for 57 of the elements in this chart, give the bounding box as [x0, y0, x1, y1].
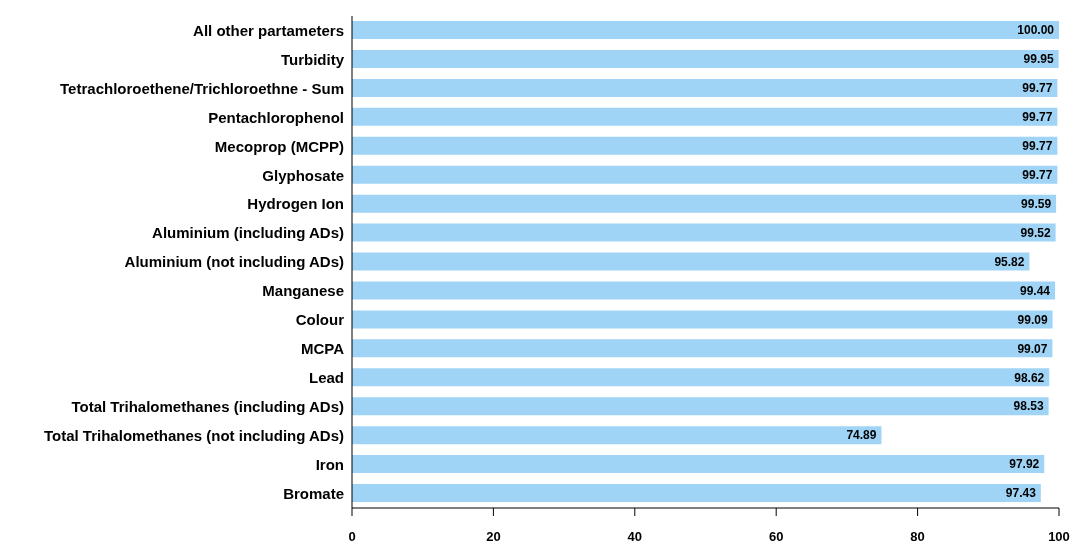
- y-tick-label: Manganese: [262, 282, 344, 300]
- bar: [352, 281, 1056, 300]
- x-tick-label: 0: [348, 529, 356, 545]
- y-tick-label: Lead: [308, 369, 344, 387]
- y-tick-label: Hydrogen Ion: [247, 195, 344, 213]
- x-tick-label: 80: [910, 529, 925, 545]
- bar: [352, 484, 1041, 503]
- data-label: 99.59: [1021, 196, 1052, 211]
- bar: [352, 339, 1053, 358]
- y-tick-label: Colour: [295, 311, 345, 329]
- data-label: 99.44: [1020, 283, 1051, 298]
- y-tick-label: Iron: [315, 455, 344, 473]
- data-label: 99.95: [1023, 52, 1054, 67]
- bar: [352, 136, 1058, 155]
- data-label: 98.53: [1013, 399, 1044, 414]
- data-label: 99.77: [1022, 139, 1053, 154]
- data-label: 98.62: [1014, 370, 1045, 385]
- data-label: 99.77: [1022, 110, 1053, 125]
- data-label: 97.92: [1009, 457, 1040, 472]
- y-tick-label: Aluminium (not including ADs): [124, 253, 344, 271]
- data-label: 97.43: [1005, 486, 1037, 501]
- data-label: 100.00: [1017, 23, 1055, 38]
- y-tick-label: Glyphosate: [262, 166, 344, 184]
- data-label: 99.07: [1017, 341, 1048, 356]
- bar: [352, 368, 1050, 387]
- bar: [352, 455, 1045, 474]
- y-tick-label: Total Trihalomethanes (including ADs): [71, 398, 344, 416]
- data-label: 99.52: [1020, 225, 1051, 240]
- bar: [352, 252, 1030, 271]
- y-tick-label: Aluminium (including ADs): [152, 224, 344, 242]
- bar: [352, 21, 1059, 39]
- bar: [352, 78, 1058, 97]
- bar: [352, 107, 1058, 126]
- data-label: 99.09: [1017, 312, 1048, 327]
- x-tick-label: 20: [486, 529, 501, 545]
- bar: [352, 310, 1053, 329]
- y-tick-label: Total Trihalomethanes (not including ADs): [43, 426, 344, 444]
- data-label: 99.77: [1022, 81, 1053, 96]
- data-label: 74.89: [846, 428, 877, 443]
- y-tick-label: Turbidity: [280, 50, 345, 68]
- bar: [352, 426, 882, 445]
- bar: [352, 194, 1057, 213]
- y-tick-label: Mecoprop (MCPP): [214, 137, 344, 155]
- data-label: 99.77: [1022, 167, 1053, 182]
- y-tick-label: MCPA: [300, 340, 345, 358]
- data-label: 95.82: [994, 254, 1025, 269]
- y-tick-label: Pentachlorophenol: [208, 108, 344, 126]
- bar: [352, 165, 1058, 184]
- y-tick-label: Bromate: [283, 484, 344, 502]
- x-tick-label: 60: [768, 529, 784, 545]
- x-tick-label: 100: [1048, 529, 1070, 545]
- bar: [352, 223, 1056, 242]
- y-tick-label: Tetrachloroethene/Trichloroethne - Sum: [60, 79, 344, 97]
- bar: [352, 397, 1049, 416]
- y-tick-label: All other partameters: [193, 21, 344, 39]
- bar: [352, 49, 1059, 68]
- x-tick-label: 40: [627, 529, 643, 545]
